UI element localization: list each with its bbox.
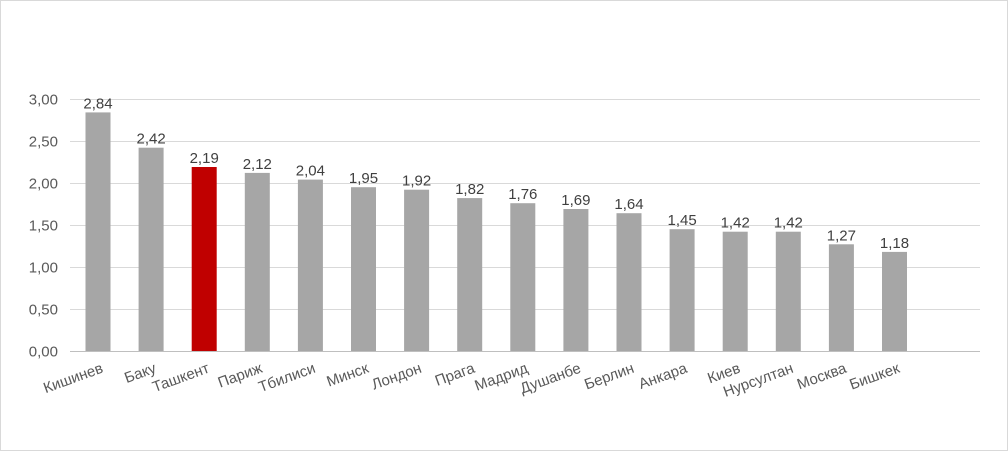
bar — [138, 147, 164, 351]
data-label: 2,84 — [83, 95, 112, 112]
bar — [404, 189, 430, 351]
category-label: Кишинев — [41, 360, 105, 397]
bar — [297, 179, 323, 351]
data-label: 1,69 — [561, 192, 590, 209]
bar — [351, 187, 376, 351]
y-tick-label: 2,00 — [29, 176, 58, 193]
bar — [563, 209, 589, 351]
data-label: 1,95 — [349, 170, 378, 187]
y-tick-label: 1,50 — [29, 218, 58, 235]
category-label: Душанбе — [518, 360, 583, 398]
y-axis-ticks: 0,00 0,50 1,00 1,50 2,00 2,50 3,00 — [29, 92, 58, 361]
data-label: 1,45 — [667, 212, 696, 229]
bar — [882, 251, 907, 351]
data-label: 1,27 — [827, 227, 856, 244]
bar — [722, 231, 748, 351]
category-label: Париж — [216, 360, 265, 392]
y-tick-label: 0,00 — [29, 344, 58, 361]
bar — [85, 112, 111, 352]
category-label: Анкара — [636, 360, 690, 393]
y-tick-label: 0,50 — [29, 302, 58, 319]
y-tick-label: 2,50 — [29, 134, 58, 151]
y-tick-label: 1,00 — [29, 260, 58, 277]
data-label: 1,82 — [455, 181, 484, 198]
bar — [191, 167, 217, 351]
data-label: 2,19 — [190, 150, 219, 167]
category-label: Ташкент — [150, 360, 211, 396]
data-label: 1,42 — [721, 215, 750, 232]
bars — [85, 112, 907, 352]
bar — [510, 203, 536, 351]
gridlines — [70, 99, 980, 352]
bar — [244, 172, 270, 351]
category-label: Прага — [433, 360, 478, 390]
bar — [669, 229, 695, 351]
category-label: Лондон — [369, 360, 424, 394]
data-label: 2,12 — [243, 156, 272, 173]
data-label: 2,04 — [296, 163, 325, 180]
bar — [828, 244, 854, 351]
bar — [616, 213, 642, 351]
data-label: 1,92 — [402, 173, 431, 190]
category-label: Бишкек — [847, 360, 902, 394]
category-label: Минск — [324, 360, 371, 391]
data-label: 1,64 — [614, 196, 643, 213]
data-label: 2,42 — [136, 131, 165, 148]
data-label: 1,42 — [774, 215, 803, 232]
bar — [775, 231, 801, 351]
data-label: 1,18 — [880, 235, 909, 252]
data-label: 1,76 — [508, 186, 537, 203]
category-label: Тбилиси — [256, 360, 317, 396]
bar — [457, 198, 483, 351]
category-label: Москва — [795, 360, 850, 394]
data-labels: 2,84 2,42 2,19 2,12 2,04 1,95 1,92 1,82 1,76 1,69… — [83, 95, 909, 252]
y-tick-label: 3,00 — [29, 92, 58, 109]
category-label: Берлин — [582, 360, 636, 394]
